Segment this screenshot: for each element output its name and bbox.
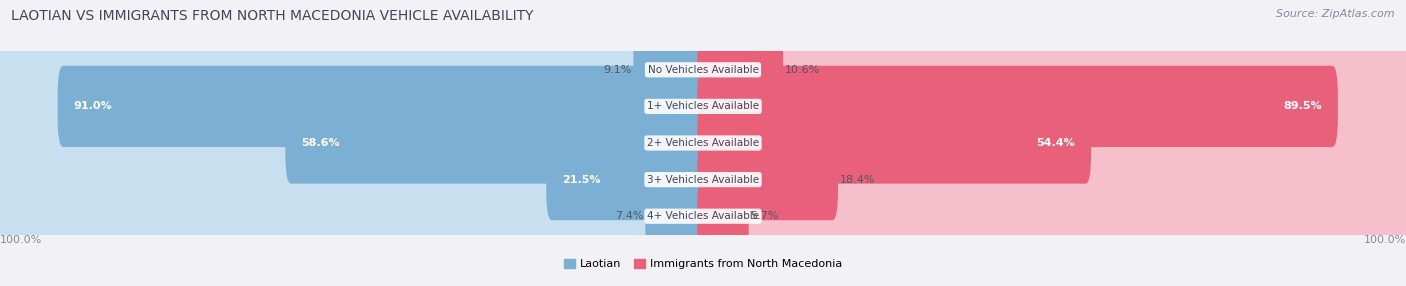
Text: 3+ Vehicles Available: 3+ Vehicles Available	[647, 175, 759, 184]
Text: 21.5%: 21.5%	[562, 175, 600, 184]
FancyBboxPatch shape	[697, 139, 1406, 220]
FancyBboxPatch shape	[0, 102, 709, 184]
FancyBboxPatch shape	[0, 87, 1406, 126]
Text: 2+ Vehicles Available: 2+ Vehicles Available	[647, 138, 759, 148]
FancyBboxPatch shape	[0, 124, 1406, 162]
Text: LAOTIAN VS IMMIGRANTS FROM NORTH MACEDONIA VEHICLE AVAILABILITY: LAOTIAN VS IMMIGRANTS FROM NORTH MACEDON…	[11, 9, 534, 23]
Text: 100.0%: 100.0%	[1364, 235, 1406, 245]
Legend: Laotian, Immigrants from North Macedonia: Laotian, Immigrants from North Macedonia	[564, 259, 842, 269]
Text: Source: ZipAtlas.com: Source: ZipAtlas.com	[1277, 9, 1395, 19]
FancyBboxPatch shape	[697, 102, 1406, 184]
FancyBboxPatch shape	[697, 102, 1091, 184]
FancyBboxPatch shape	[697, 29, 783, 110]
FancyBboxPatch shape	[0, 66, 709, 147]
FancyBboxPatch shape	[697, 176, 749, 257]
Text: 7.4%: 7.4%	[616, 211, 644, 221]
Text: 100.0%: 100.0%	[0, 235, 42, 245]
Text: 5.7%: 5.7%	[751, 211, 779, 221]
Text: 1+ Vehicles Available: 1+ Vehicles Available	[647, 102, 759, 111]
Text: 58.6%: 58.6%	[301, 138, 340, 148]
FancyBboxPatch shape	[0, 139, 709, 220]
FancyBboxPatch shape	[0, 29, 709, 110]
FancyBboxPatch shape	[0, 160, 1406, 199]
FancyBboxPatch shape	[697, 66, 1339, 147]
FancyBboxPatch shape	[546, 139, 709, 220]
Text: 18.4%: 18.4%	[839, 175, 875, 184]
Text: 9.1%: 9.1%	[603, 65, 633, 75]
Text: 10.6%: 10.6%	[785, 65, 820, 75]
FancyBboxPatch shape	[697, 139, 838, 220]
FancyBboxPatch shape	[58, 66, 709, 147]
FancyBboxPatch shape	[633, 29, 709, 110]
FancyBboxPatch shape	[697, 29, 1406, 110]
FancyBboxPatch shape	[697, 176, 1406, 257]
Text: 4+ Vehicles Available: 4+ Vehicles Available	[647, 211, 759, 221]
Text: 91.0%: 91.0%	[73, 102, 112, 111]
Text: 54.4%: 54.4%	[1036, 138, 1074, 148]
FancyBboxPatch shape	[0, 51, 1406, 89]
FancyBboxPatch shape	[645, 176, 709, 257]
FancyBboxPatch shape	[285, 102, 709, 184]
FancyBboxPatch shape	[0, 197, 1406, 235]
FancyBboxPatch shape	[697, 66, 1406, 147]
FancyBboxPatch shape	[0, 176, 709, 257]
Text: 89.5%: 89.5%	[1284, 102, 1322, 111]
Text: No Vehicles Available: No Vehicles Available	[648, 65, 758, 75]
